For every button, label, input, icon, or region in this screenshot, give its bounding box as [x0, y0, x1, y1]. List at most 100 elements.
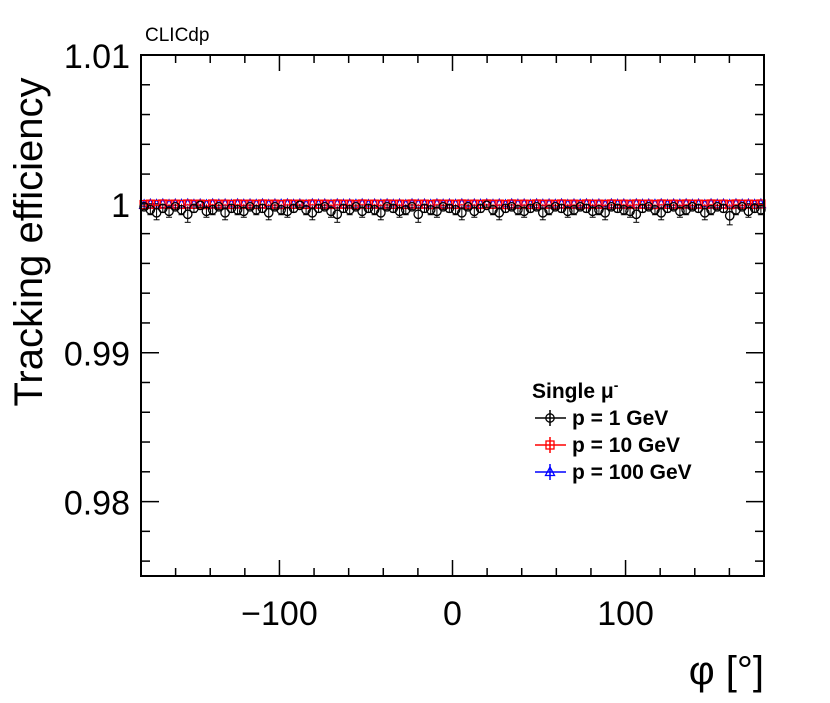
data-point: [425, 204, 436, 215]
data-point: [643, 201, 654, 212]
data-point: [481, 200, 492, 211]
data-point: [556, 203, 567, 214]
data-point: [263, 207, 274, 218]
data-point: [295, 200, 305, 211]
data-point: [214, 201, 224, 212]
data-point: [575, 201, 586, 212]
data-point: [656, 207, 667, 218]
legend-entry: p = 1 GeV: [535, 407, 668, 430]
data-point: [307, 207, 318, 218]
data-point: [562, 206, 573, 217]
data-point: [369, 204, 380, 215]
data-point: [407, 201, 417, 212]
data-point: [394, 206, 405, 217]
data-point: [245, 201, 255, 212]
data-point: [326, 206, 336, 217]
data-point: [288, 203, 299, 214]
legend-label: p = 1 GeV: [572, 407, 668, 430]
data-point: [164, 206, 174, 217]
data-point: [513, 204, 523, 215]
data-point: [176, 204, 187, 215]
data-point: [450, 204, 461, 215]
data-point: [151, 207, 162, 218]
data-point: [251, 204, 262, 215]
data-point: [525, 203, 536, 214]
data-point: [687, 201, 698, 212]
data-point: [500, 203, 511, 214]
legend-label: p = 10 GeV: [572, 434, 680, 457]
data-point: [282, 206, 293, 217]
data-point: [201, 206, 212, 217]
data-point: [170, 201, 181, 212]
data-point: [699, 207, 710, 218]
data-point: [338, 203, 349, 214]
y-tick-labels: 0.98 0.99 1 1.01: [64, 38, 130, 523]
data-point: [145, 204, 156, 215]
data-point: [301, 204, 311, 215]
data-point: [756, 204, 766, 215]
data-point: [475, 203, 486, 214]
data-point: [606, 201, 617, 212]
legend-marker: [545, 440, 555, 450]
experiment-label: CLICdp: [145, 25, 209, 46]
plot-frame: [140, 54, 765, 577]
series-0: [139, 200, 766, 226]
data-point: [550, 201, 561, 212]
y-tick-label: 1: [111, 187, 130, 225]
axis-ticks: [140, 54, 765, 576]
legend-label: p = 100 GeV: [572, 461, 692, 484]
data-point: [650, 204, 660, 215]
data-point: [668, 201, 679, 212]
data-point: [276, 204, 287, 215]
data-point: [226, 203, 237, 214]
x-tick-label: 100: [597, 595, 654, 633]
data-point: [232, 204, 243, 215]
data-point: [351, 201, 361, 212]
data-point: [413, 209, 424, 220]
data-point: [313, 203, 324, 214]
data-point: [220, 207, 230, 218]
data-point: [189, 203, 199, 214]
data-point: [195, 200, 206, 211]
data-point: [444, 203, 455, 214]
data-point: [463, 201, 473, 212]
y-tick-label: 0.98: [64, 485, 130, 523]
legend-entry: p = 100 GeV: [535, 461, 692, 484]
y-tick-label: 0.99: [64, 336, 130, 374]
x-tick-label: −100: [241, 595, 318, 633]
data-point: [519, 206, 529, 217]
x-tick-label: 0: [443, 595, 462, 633]
data-point: [432, 206, 442, 217]
data-point: [724, 210, 735, 221]
data-point: [488, 204, 498, 215]
data-point: [456, 207, 467, 218]
data-point: [675, 206, 685, 217]
data-point: [749, 203, 760, 214]
data-point: [419, 203, 430, 214]
legend-entry: p = 10 GeV: [535, 434, 680, 457]
data-point: [270, 201, 280, 212]
data-point: [382, 201, 392, 212]
data-point: [737, 201, 748, 212]
data-point: [662, 203, 673, 214]
data-point: [238, 206, 249, 217]
data-point: [625, 206, 635, 217]
data-point: [612, 203, 623, 214]
data-point: [506, 201, 517, 212]
legend-title: Single μ-: [532, 377, 619, 403]
data-point: [712, 201, 723, 212]
data-point: [581, 203, 592, 214]
y-axis-title: Tracking efficiency: [7, 77, 51, 406]
x-tick-labels: −100 0 100: [241, 595, 654, 633]
data-point: [537, 207, 548, 218]
data-point: [438, 201, 449, 212]
data-point: [637, 203, 648, 214]
data-point: [631, 209, 642, 220]
data-point: [494, 207, 505, 218]
data-point: [594, 204, 604, 215]
x-axis-title: φ [°]: [689, 649, 764, 693]
legend-marker: [545, 413, 555, 423]
data-point: [469, 206, 480, 217]
data-point: [376, 207, 386, 218]
